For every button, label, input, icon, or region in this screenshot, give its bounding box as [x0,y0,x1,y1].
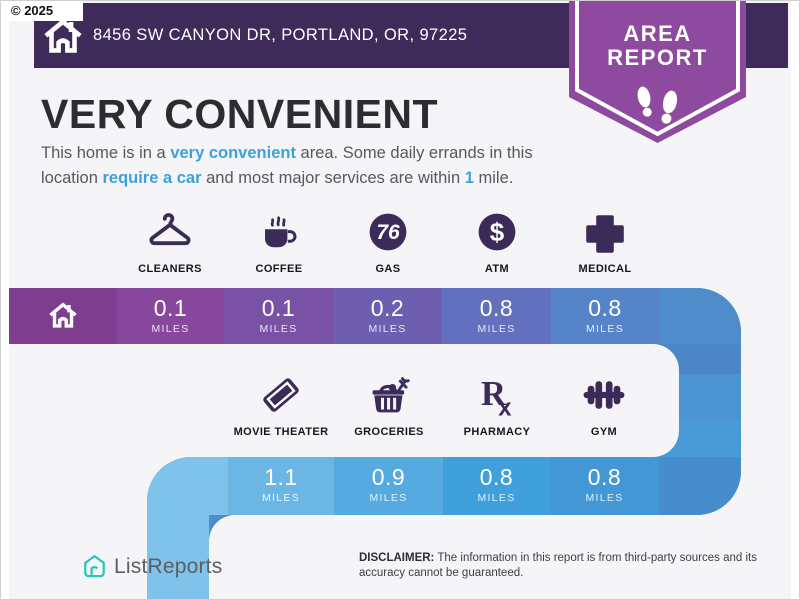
distance-cell-movie-theater: 1.1 MILES [261,464,300,504]
walkability-headline: VERY CONVENIENT [41,91,439,137]
home-icon [49,302,77,328]
footprints-icon [637,86,678,124]
badge-title-line2: REPORT [607,45,708,70]
rx-icon: R x [481,375,512,421]
basket-icon [372,377,410,413]
distance-cell-medical: 0.8 MILES [585,295,624,335]
coffee-icon [265,216,297,248]
amenity-pharmacy: R x PHARMACY [435,369,559,438]
home-icon [44,18,82,53]
disclaimer-text: DISCLAIMER: The information in this repo… [359,552,757,579]
amenity-medical: MEDICAL [543,210,667,275]
distance-cell-pharmacy: 0.8 MILES [477,464,516,504]
dumbbell-icon [583,381,625,409]
amenity-atm: $ ATM [435,210,559,275]
distance-cell-groceries: 0.9 MILES [369,464,408,504]
highlight-very-convenient: very convenient [170,144,296,162]
listreports-wordmark: ListReports [114,554,223,578]
svg-text:76: 76 [376,221,400,244]
listreports-house-icon [84,555,105,578]
distance-cell-gym: 0.8 MILES [585,464,624,504]
summary-paragraph: This home is in a very convenient area. … [41,144,533,187]
highlight-one: 1 [464,168,474,187]
distance-cell-coffee: 0.1 MILES [259,295,298,335]
property-address: 8456 SW CANYON DR, PORTLAND, OR, 97225 [93,26,468,44]
amenity-gas: 76 GAS [326,210,450,275]
amenity-movie-theater: MOVIE THEATER [219,369,343,438]
area-report-badge [569,1,746,143]
svg-text:$: $ [490,217,505,247]
medical-cross-icon [586,215,624,253]
hanger-icon [149,213,191,246]
ticket-icon [263,378,299,412]
highlight-require-a-car: require a car [102,168,202,187]
svg-text:R: R [481,375,507,413]
badge-title-line1: AREA [623,21,692,46]
copyright-label: © 2025 [1,1,83,21]
amenity-gym: GYM [542,369,666,438]
listreports-logo: ListReports [81,552,222,581]
bar-home-cell [9,288,117,344]
distance-cell-gas: 0.2 MILES [368,295,407,335]
svg-text:x: x [498,395,512,421]
amenity-cleaners: CLEANERS [108,210,232,275]
amenity-groceries: GROCERIES [327,369,451,438]
amenity-coffee: COFFEE [217,210,341,275]
gas-76-icon: 76 [369,213,407,251]
distance-cell-atm: 0.8 MILES [477,295,516,335]
distance-cell-cleaners: 0.1 MILES [151,295,190,335]
dollar-icon: $ [478,213,516,251]
